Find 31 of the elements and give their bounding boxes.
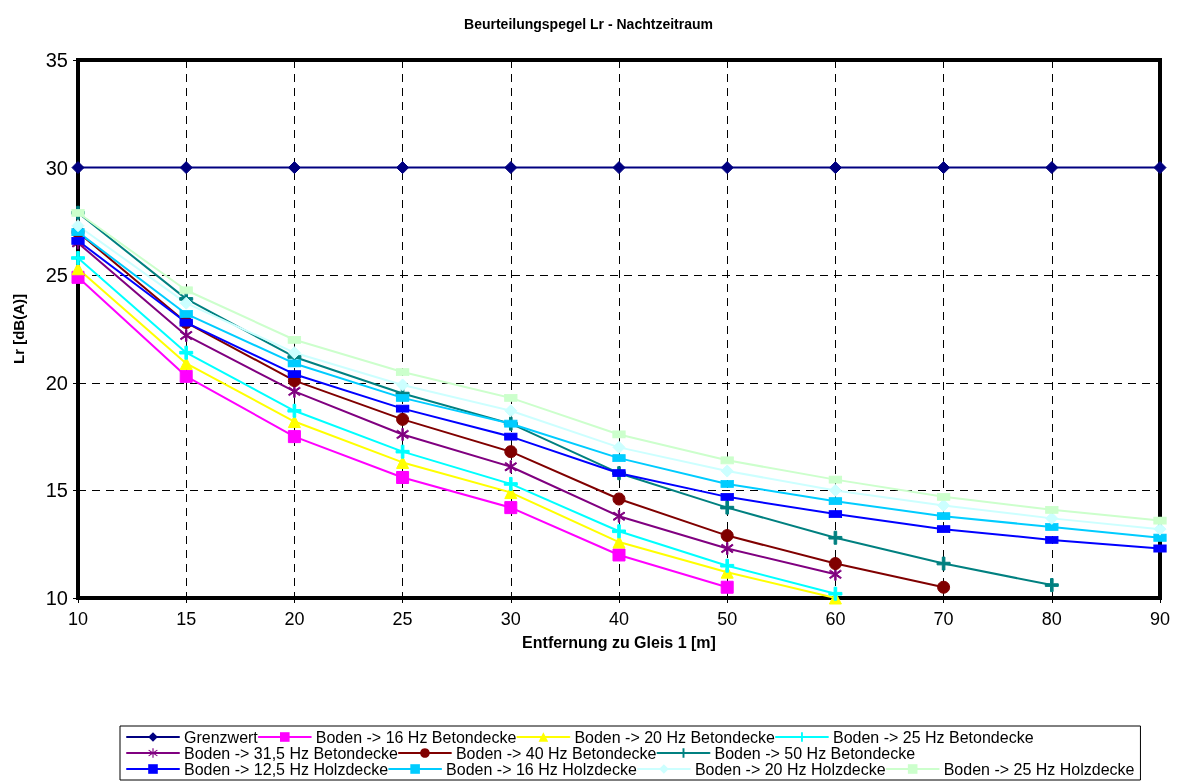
- y-axis-title: Lr [dB(A)]: [10, 294, 27, 364]
- legend-label: Boden -> 50 Hz Betondecke: [714, 744, 916, 762]
- legend-label: Boden -> 31,5 Hz Betondecke: [184, 744, 399, 762]
- x-tick-label: 70: [933, 609, 954, 629]
- y-tick-label: 20: [45, 371, 68, 394]
- x-tick-label: 10: [67, 609, 89, 629]
- legend-label: Boden -> 25 Hz Holzdecke: [943, 760, 1135, 778]
- legend-label: Grenzwert: [184, 728, 259, 746]
- legend-label: Boden -> 12,5 Hz Holzdecke: [184, 760, 389, 778]
- x-tick-label: 25: [392, 609, 413, 629]
- chart-title: Beurteilungspegel Lr - Nachtzeitraum: [464, 16, 713, 32]
- x-tick-label: 60: [825, 609, 846, 629]
- x-axis-title: Entfernung zu Gleis 1 [m]: [522, 633, 716, 651]
- x-tick-label: 15: [176, 609, 197, 629]
- legend-label: Boden -> 16 Hz Holzdecke: [446, 760, 637, 778]
- legend-label: Boden -> 40 Hz Betondecke: [455, 744, 657, 762]
- legend-label: Boden -> 25 Hz Betondecke: [832, 728, 1034, 746]
- y-tick-label: 35: [45, 49, 68, 71]
- x-tick-label: 30: [500, 609, 521, 629]
- legend-label: Boden -> 16 Hz Betondecke: [315, 728, 517, 746]
- y-tick-label: 15: [45, 479, 68, 502]
- y-tick-label: 10: [45, 587, 68, 609]
- legend-label: Boden -> 20 Hz Holzdecke: [694, 760, 886, 778]
- y-tick-label: 25: [45, 264, 68, 287]
- x-tick-label: 50: [717, 609, 738, 629]
- legend-label: Boden -> 20 Hz Betondecke: [574, 728, 776, 746]
- x-tick-label: 20: [284, 609, 305, 629]
- x-tick-label: 90: [1149, 609, 1171, 629]
- x-tick-label: 80: [1041, 609, 1062, 629]
- y-tick-label: 30: [45, 156, 68, 179]
- x-tick-label: 40: [608, 609, 630, 629]
